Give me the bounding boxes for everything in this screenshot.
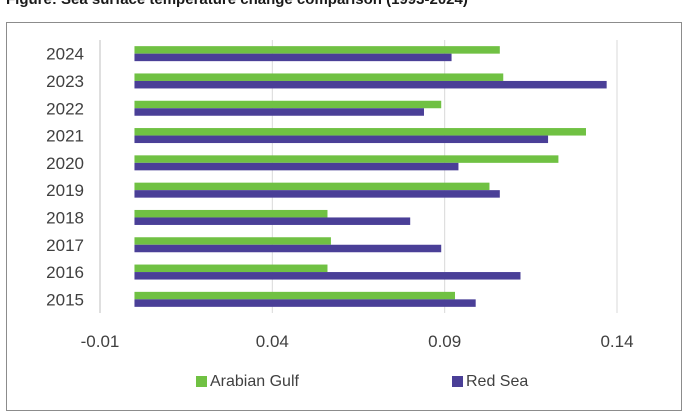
figure-caption-strip: Figure: Sea surface temperature change c… <box>0 0 684 18</box>
bar-arabian-gulf-2020 <box>134 155 559 163</box>
bar-arabian-gulf-2022 <box>134 100 442 109</box>
bar-red-sea-2016 <box>134 272 521 280</box>
bar-red-sea-2018 <box>134 217 411 225</box>
bar-red-sea-2024 <box>134 53 452 62</box>
legend-swatch-red-sea <box>452 376 463 387</box>
bar-red-sea-2023 <box>134 80 607 89</box>
x-tick-label-3: 0.14 <box>600 332 633 351</box>
legend-swatch-arabian-gulf <box>196 376 207 387</box>
figure-caption: Figure: Sea surface temperature change c… <box>6 0 468 8</box>
y-tick-label-2020: 2020 <box>46 154 84 173</box>
bar-arabian-gulf-2024 <box>134 46 500 54</box>
bar-arabian-gulf-2021 <box>134 128 586 136</box>
y-tick-label-2016: 2016 <box>46 263 84 282</box>
y-tick-label-2022: 2022 <box>46 99 84 118</box>
y-tick-label-2017: 2017 <box>46 236 84 255</box>
bar-red-sea-2022 <box>134 108 424 116</box>
bar-arabian-gulf-2019 <box>134 182 490 191</box>
y-tick-label-2024: 2024 <box>46 45 84 64</box>
bar-red-sea-2017 <box>134 244 442 253</box>
bar-arabian-gulf-2016 <box>134 264 328 273</box>
bar-red-sea-2020 <box>134 162 459 171</box>
bar-arabian-gulf-2023 <box>134 73 504 81</box>
bar-arabian-gulf-2018 <box>134 209 328 218</box>
x-tick-label-0: -0.01 <box>81 332 120 351</box>
bar-red-sea-2019 <box>134 190 500 198</box>
bar-arabian-gulf-2017 <box>134 237 331 245</box>
x-tick-label-2: 0.09 <box>428 332 461 351</box>
y-tick-label-2019: 2019 <box>46 181 84 200</box>
legend-label-arabian-gulf: Arabian Gulf <box>210 373 299 390</box>
bar-arabian-gulf-2015 <box>134 291 456 300</box>
bar-red-sea-2015 <box>134 299 476 307</box>
y-tick-label-2023: 2023 <box>46 72 84 91</box>
y-tick-label-2021: 2021 <box>46 127 84 146</box>
bar-red-sea-2021 <box>134 135 549 144</box>
legend-label-red-sea: Red Sea <box>466 373 528 390</box>
x-tick-label-1: 0.04 <box>256 332 289 351</box>
y-tick-label-2015: 2015 <box>46 290 84 309</box>
y-tick-label-2018: 2018 <box>46 208 84 227</box>
